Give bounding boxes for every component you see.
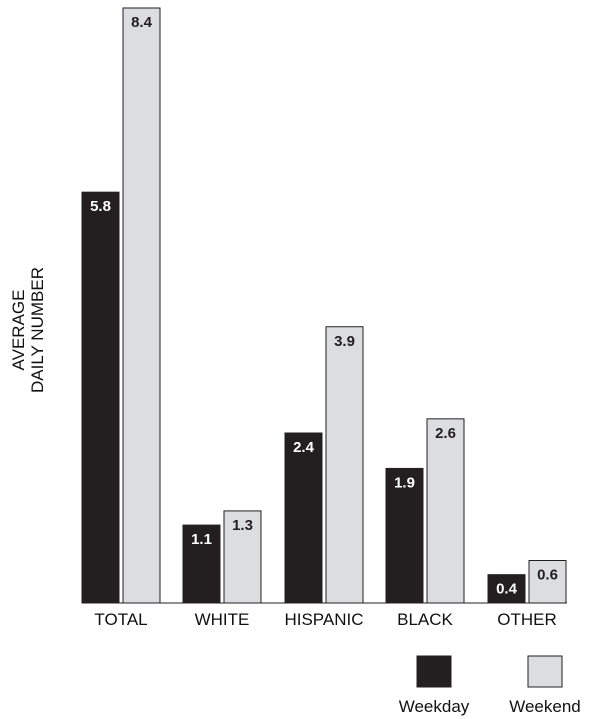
category-label-other: OTHER (497, 610, 557, 629)
bar-value-label: 3.9 (334, 333, 355, 350)
y-axis-label-line-2: DAILY NUMBER (28, 267, 47, 393)
bar-weekend-hispanic (325, 326, 364, 604)
legend-swatch-weekend (527, 655, 563, 688)
bar-weekend-black (426, 418, 465, 604)
bar-value-label: 0.6 (537, 567, 558, 584)
bar-value-label: 2.4 (293, 439, 315, 456)
bar-value-label: 1.1 (191, 531, 212, 548)
category-label-hispanic: HISPANIC (284, 610, 363, 629)
bar-weekday-white (182, 524, 221, 604)
bar-value-label: 1.3 (232, 517, 253, 534)
legend-swatch-weekday (416, 655, 452, 688)
y-axis-label: AVERAGE DAILY NUMBER (9, 267, 47, 393)
category-label-total: TOTAL (94, 610, 147, 629)
bar-weekday-black (385, 467, 424, 604)
category-labels: TOTAL WHITE HISPANIC BLACK OTHER (94, 610, 556, 629)
bar-weekday-other (487, 574, 526, 604)
bar-value-label: 0.4 (496, 581, 518, 598)
bar-weekday-hispanic (284, 432, 323, 604)
bar-weekend-white (223, 510, 262, 604)
bar-weekend-total (122, 7, 161, 604)
bar-value-labels: 5.8 8.4 1.1 1.3 2.4 3.9 1.9 2.6 0.4 0.6 (90, 14, 558, 598)
legend: Weekday Weekend (399, 655, 581, 716)
category-label-black: BLACK (397, 610, 453, 629)
legend-label-weekday: Weekday (399, 697, 470, 716)
bars-group (81, 7, 567, 604)
legend-label-weekend: Weekend (509, 697, 581, 716)
y-axis-label-line-1: AVERAGE (9, 290, 28, 371)
bar-weekday-total (81, 191, 120, 604)
bar-value-label: 5.8 (90, 198, 111, 215)
category-label-white: WHITE (195, 610, 250, 629)
bar-value-label: 1.9 (394, 474, 415, 491)
bar-value-label: 2.6 (435, 425, 456, 442)
bar-value-label: 8.4 (131, 14, 153, 31)
